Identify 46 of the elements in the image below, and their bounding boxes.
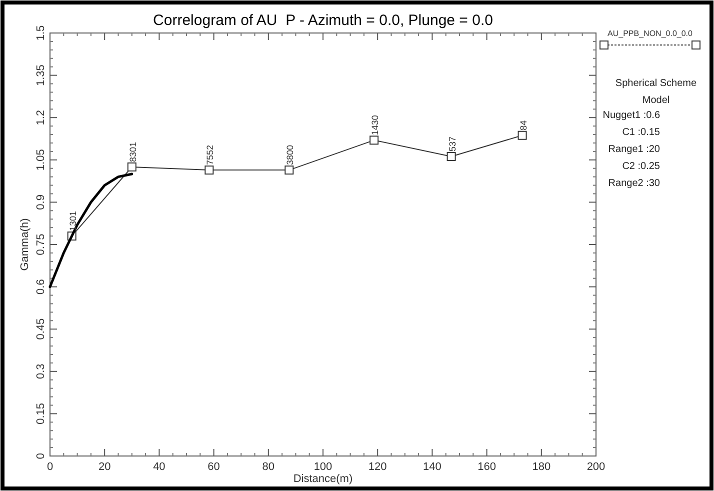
text: Nugget1 :0.6	[602, 110, 660, 121]
x-tick-label: 80	[262, 461, 275, 473]
annotation: 1430	[370, 115, 380, 136]
y-tick-label: 1.05	[35, 149, 47, 171]
x-tick-label: 160	[478, 461, 496, 473]
y-tick-label: 0.3	[35, 364, 47, 380]
text: Range2 :30	[608, 178, 660, 189]
annotation: 8301	[128, 142, 138, 162]
text: C1 :0.15	[622, 127, 660, 138]
point	[204, 166, 214, 175]
point	[446, 152, 456, 162]
x-tick-label: 120	[368, 461, 387, 473]
annotation: 84	[518, 120, 528, 130]
point	[284, 166, 294, 175]
y-tick-label: 0.6	[35, 279, 47, 294]
point	[127, 162, 136, 172]
x-tick-label: 100	[314, 461, 332, 473]
x-tick-label: 60	[208, 461, 220, 473]
y-tick-label: 0	[35, 452, 47, 460]
annotation: 3800	[285, 145, 296, 166]
x-tick-label: 40	[153, 461, 166, 473]
annotation: 1301	[68, 211, 78, 232]
y-tick-label: 1.5	[35, 25, 47, 41]
x-tick-label: 140	[423, 461, 442, 473]
y-tick-label: 0.45	[35, 318, 47, 340]
annotation: 7552	[205, 145, 216, 166]
point	[518, 130, 527, 140]
line-series	[48, 172, 134, 288]
text: Spherical Scheme	[615, 78, 698, 89]
x-tick-label: 200	[586, 461, 606, 473]
y-tick-label: 0.75	[35, 234, 47, 256]
x-tick-label: 180	[532, 461, 551, 473]
y-tick-label: 1.2	[35, 110, 47, 126]
chart-title: Correlogram of AU P - Azimuth = 0.0, Plunge = 0.0	[153, 12, 493, 29]
y-axis-title: Gamma(h)	[19, 218, 31, 271]
annotation: 537	[447, 136, 458, 152]
y-tick-label: 0.15	[35, 402, 47, 424]
y-tick-label: 1.35	[35, 64, 47, 86]
point	[370, 136, 379, 145]
text: AU_PPB_NON_0.0_0.0	[608, 29, 694, 38]
text: Range1 :20	[608, 144, 660, 155]
y-tick-label: 0.9	[35, 194, 47, 210]
text: C2 :0.25	[622, 161, 660, 172]
text: Model	[642, 95, 670, 106]
x-axis-title: Distance(m)	[293, 473, 353, 485]
x-tick-label: 20	[98, 461, 111, 473]
